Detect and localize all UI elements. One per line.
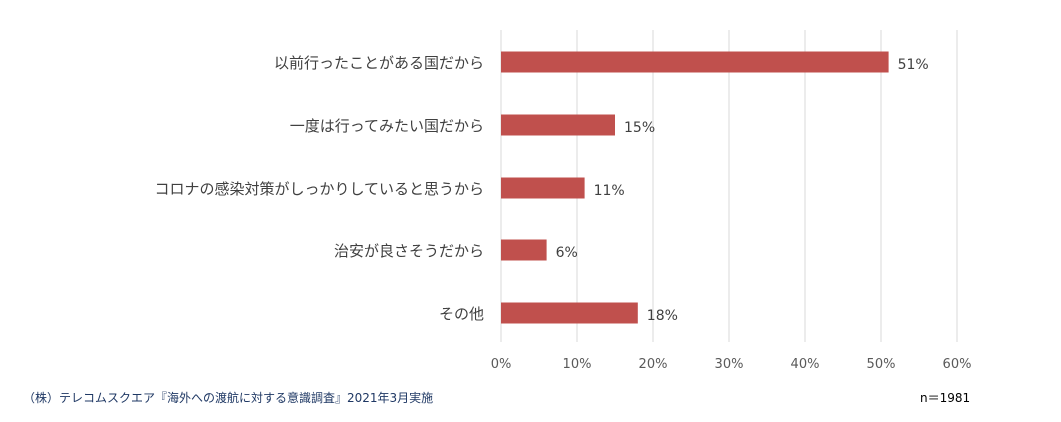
category-label: その他 bbox=[439, 305, 484, 323]
category-labels: 以前行ったことがある国だから一度は行ってみたい国だからコロナの感染対策がしっかり… bbox=[154, 54, 484, 323]
x-tick-label: 20% bbox=[639, 357, 668, 372]
source-note: （株）テレコムスクエア『海外への渡航に対する意識調査』2021年3月実施 bbox=[23, 391, 434, 405]
data-label: 51% bbox=[898, 57, 929, 73]
category-label: 以前行ったことがある国だから bbox=[274, 54, 484, 72]
x-tick-label: 30% bbox=[715, 357, 744, 372]
gridlines bbox=[500, 30, 958, 342]
data-label: 11% bbox=[594, 183, 625, 199]
x-tick-label: 40% bbox=[791, 357, 820, 372]
bar bbox=[501, 302, 638, 324]
category-label: コロナの感染対策がしっかりしていると思うから bbox=[154, 180, 484, 198]
x-tick-label: 60% bbox=[943, 357, 972, 372]
bar bbox=[501, 239, 547, 261]
value-labels: 51% 15% 11% 6% 18% bbox=[556, 57, 929, 324]
x-tick-label: 10% bbox=[563, 357, 592, 372]
sample-size: n＝1981 bbox=[920, 391, 971, 405]
data-label: 18% bbox=[647, 308, 678, 324]
x-tick-label: 0% bbox=[491, 357, 512, 372]
data-label: 6% bbox=[556, 245, 578, 261]
bars bbox=[501, 51, 889, 324]
category-label: 一度は行ってみたい国だから bbox=[290, 117, 484, 135]
x-tick-labels: 0% 10% 20% 30% 40% 50% 60% bbox=[491, 357, 972, 372]
category-label: 治安が良さそうだから bbox=[334, 242, 484, 260]
bar bbox=[501, 177, 585, 199]
bar bbox=[501, 114, 615, 136]
bar bbox=[501, 51, 889, 73]
data-label: 15% bbox=[624, 120, 655, 136]
x-tick-label: 50% bbox=[867, 357, 896, 372]
